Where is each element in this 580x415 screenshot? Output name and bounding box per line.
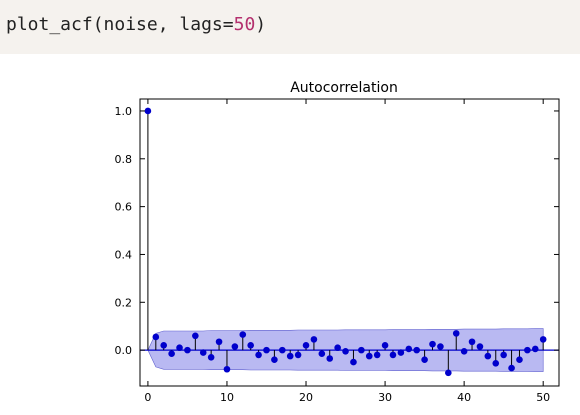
stem-marker-34 [413, 346, 420, 354]
stem-marker-9 [215, 338, 223, 346]
code-argument: noise [103, 14, 158, 35]
stem-marker-22 [318, 350, 326, 358]
code-cell[interactable]: plot_acf(noise, lags=50) [0, 0, 580, 54]
stem-marker-31 [389, 351, 397, 359]
stem-marker-35 [421, 356, 428, 363]
stem-marker-49 [531, 345, 539, 353]
stem-marker-13 [247, 342, 254, 349]
stem-marker-39 [452, 330, 460, 337]
stem-marker-8 [207, 354, 215, 361]
y-tick-label-0.8: 0.8 [115, 153, 133, 166]
stem-series [144, 107, 547, 377]
stem-marker-42 [476, 343, 484, 350]
stem-marker-38 [445, 369, 452, 377]
acf-plot: Autocorrelation 0 10 20 30 40 500.00.20.40.60… [115, 80, 560, 404]
stem-marker-43 [484, 352, 492, 360]
stem-marker-11 [231, 343, 239, 350]
stem-marker-29 [373, 351, 381, 359]
stem-marker-15 [263, 346, 270, 354]
stem-marker-17 [279, 346, 286, 354]
stem-marker-37 [437, 343, 444, 350]
stem-marker-48 [524, 346, 531, 354]
x-tick-label-50: 50 [536, 391, 550, 404]
stem-marker-21 [310, 336, 318, 343]
stem-marker-25 [342, 348, 349, 355]
stem-marker-18 [286, 352, 294, 360]
stem-marker-10 [223, 365, 231, 373]
chart-title: Autocorrelation [290, 80, 398, 96]
stem-marker-12 [239, 331, 247, 338]
stem-marker-27 [358, 346, 365, 354]
x-tick-label-20: 20 [299, 391, 313, 404]
stem-marker-5 [184, 346, 191, 354]
stem-marker-30 [381, 342, 389, 349]
stem-marker-1 [152, 333, 160, 341]
stem-marker-50 [539, 336, 547, 343]
plot-frame [139, 98, 560, 387]
x-tick-label-40: 40 [457, 391, 471, 404]
stem-marker-7 [199, 349, 207, 356]
code-separator: , [157, 14, 180, 35]
y-tick-label-0.6: 0.6 [115, 201, 133, 214]
stem-marker-45 [500, 351, 507, 359]
stem-marker-26 [350, 358, 357, 366]
stem-marker-28 [365, 352, 373, 360]
code-keyword-arg: lags= [179, 14, 234, 35]
code-function-name: plot_acf [6, 14, 93, 35]
stem-marker-0 [144, 107, 152, 115]
y-tick-label-1.0: 1.0 [115, 105, 133, 118]
stem-marker-41 [468, 338, 476, 346]
code-open-paren: ( [92, 14, 104, 35]
stem-marker-3 [168, 350, 175, 358]
y-tick-label-0.2: 0.2 [115, 296, 133, 309]
stem-marker-44 [492, 359, 500, 367]
tick-labels: 0 10 20 30 40 50 0.0 0.2 0.4 0.6 0.8 1.0 [115, 99, 559, 404]
stem-marker-14 [255, 351, 262, 359]
y-tick-label-0.0: 0.0 [115, 344, 133, 357]
x-tick-label-30: 30 [378, 391, 392, 404]
stem-marker-32 [397, 349, 405, 356]
stem-marker-36 [429, 340, 436, 348]
stem-marker-4 [176, 344, 183, 352]
y-tick-label-0.4: 0.4 [115, 248, 133, 261]
stem-marker-40 [460, 348, 468, 355]
x-tick-label-0: 0 [144, 391, 151, 404]
stem-marker-23 [326, 355, 334, 362]
stem-marker-6 [192, 332, 199, 340]
code-number-literal: 50 [233, 14, 256, 35]
stem-marker-33 [405, 345, 413, 353]
stem-marker-2 [160, 342, 168, 349]
code-close-paren: ) [255, 14, 267, 35]
stem-marker-16 [271, 356, 278, 363]
x-tick-label-10: 10 [220, 391, 234, 404]
stem-marker-46 [508, 364, 515, 372]
stem-marker-20 [302, 342, 310, 349]
stem-marker-24 [334, 344, 341, 352]
stem-marker-47 [516, 356, 523, 363]
stem-marker-19 [294, 351, 302, 359]
axes [139, 98, 560, 387]
